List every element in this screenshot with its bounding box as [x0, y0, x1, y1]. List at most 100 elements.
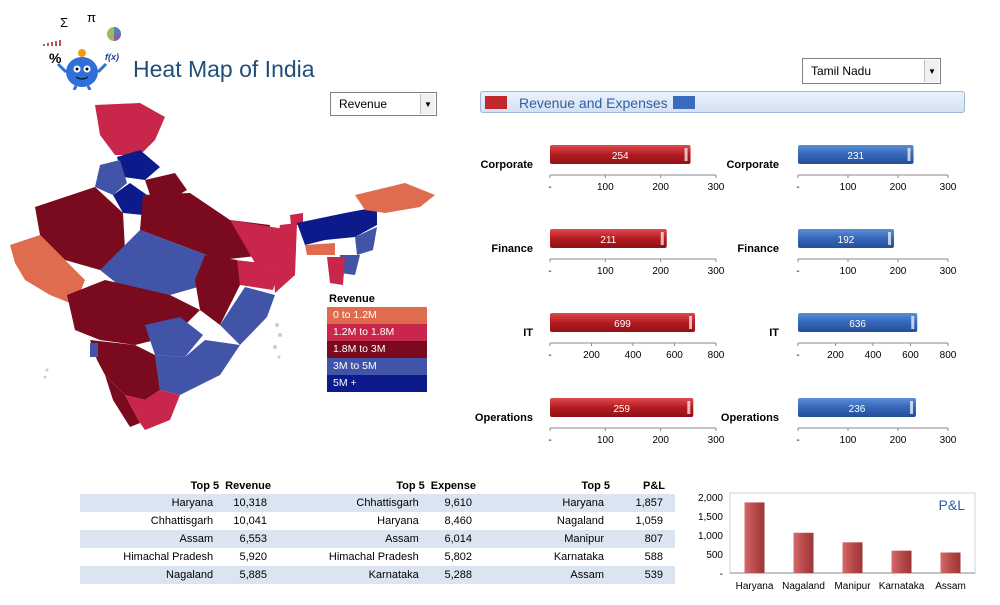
- data-label: 231: [847, 151, 864, 162]
- chevron-down-icon[interactable]: ▼: [924, 60, 939, 82]
- logo: Σ π % f(x): [40, 10, 130, 90]
- tick-label: -: [548, 266, 551, 277]
- map-region-goa[interactable]: [90, 343, 98, 357]
- chevron-down-icon[interactable]: ▼: [420, 94, 435, 114]
- revenue-swatch: [485, 96, 507, 109]
- map-region-rajasthan[interactable]: [35, 187, 125, 270]
- map-region-kerala[interactable]: [105, 375, 140, 427]
- tick-label: 400: [865, 350, 882, 361]
- map-region-manipur[interactable]: [340, 255, 360, 275]
- legend-item: 1.2M to 1.8M: [327, 324, 427, 341]
- tick-label: 200: [583, 350, 600, 361]
- bar: [798, 398, 916, 417]
- tick-label: 200: [652, 182, 669, 193]
- map-region-sikkim[interactable]: [290, 213, 303, 225]
- col-header: Top 5: [581, 479, 610, 492]
- state-dropdown[interactable]: Tamil Nadu ▼: [802, 58, 941, 84]
- map-region-jk[interactable]: [95, 103, 165, 155]
- table-row: Assam 539: [480, 566, 675, 584]
- tick-label: 100: [597, 266, 614, 277]
- fx-symbol: f(x): [105, 52, 119, 62]
- table-row: Nagaland 1,059: [556, 515, 663, 527]
- tick-label: 200: [652, 266, 669, 277]
- data-label: 211: [600, 235, 616, 246]
- table-row: Karnataka 5,288: [275, 566, 480, 584]
- sigma-symbol: Σ: [60, 15, 69, 30]
- bar-highlight: [687, 401, 691, 414]
- category-label: IT: [769, 327, 779, 339]
- map-region-karnataka[interactable]: [90, 340, 160, 400]
- category-label: Haryana: [736, 581, 774, 592]
- map-region-haryana[interactable]: [113, 183, 147, 215]
- map-region-andhra[interactable]: [155, 340, 240, 395]
- category-label: Finance: [737, 243, 779, 255]
- map-region-mp[interactable]: [100, 230, 220, 295]
- category-label: Manipur: [834, 581, 871, 592]
- bar: [550, 398, 694, 417]
- legend-item: 0 to 1.2M: [327, 307, 427, 324]
- legend-item: 5M +: [327, 375, 427, 392]
- bar: [798, 313, 918, 332]
- map-region-tripura[interactable]: [327, 257, 345, 285]
- table-row: Himachal Pradesh 5,920: [123, 551, 267, 563]
- tick-label: -: [796, 350, 799, 361]
- tick-label: 100: [840, 182, 857, 193]
- table-row: Manipur 807: [480, 530, 675, 548]
- col-header: P&L: [643, 479, 665, 492]
- top5-expense-table: Top 5 Expense Chhattisgarh 9,610 Haryana 8,…: [275, 477, 480, 584]
- tick-label: 600: [666, 350, 683, 361]
- mascot-icon: [43, 27, 121, 90]
- data-label: 192: [838, 235, 855, 246]
- table-row: Himachal Pradesh 5,802: [328, 551, 472, 563]
- data-label: 254: [612, 151, 629, 162]
- tick-label: 300: [940, 182, 957, 193]
- category-label: Corporate: [726, 159, 779, 171]
- map-region-odisha[interactable]: [220, 287, 275, 345]
- map-region-up[interactable]: [140, 193, 270, 260]
- tick-label: 600: [902, 350, 919, 361]
- chart-title: P&L: [939, 497, 966, 513]
- map-region-jharkhand[interactable]: [235, 260, 280, 290]
- bar: [550, 313, 696, 332]
- col-header: Revenue: [225, 479, 271, 492]
- tick-label: 200: [652, 435, 669, 446]
- table-row: Chhattisgarh 9,610: [275, 494, 480, 512]
- metric-dropdown[interactable]: Revenue ▼: [330, 92, 437, 116]
- tick-label: 100: [597, 435, 614, 446]
- map-region-arunachal[interactable]: [355, 183, 435, 213]
- tick-label: 200: [890, 182, 907, 193]
- category-label: Operations: [475, 412, 533, 424]
- map-region-gujarat[interactable]: [10, 235, 85, 305]
- data-label: 699: [614, 319, 631, 330]
- map-region-telangana[interactable]: [145, 317, 203, 357]
- col-header: Top 5: [396, 479, 425, 492]
- tick-label: 100: [840, 266, 857, 277]
- tick-label: 200: [890, 266, 907, 277]
- bar: [798, 145, 914, 164]
- map-region-punjab[interactable]: [95, 160, 127, 195]
- table-row: Haryana 10,318: [80, 494, 275, 512]
- map-region-tamilnadu[interactable]: [125, 390, 180, 430]
- tick-label: -: [720, 569, 723, 580]
- map-region-ne-assam[interactable]: [297, 207, 377, 245]
- map-region-hp[interactable]: [117, 150, 160, 180]
- tick-label: 300: [940, 266, 957, 277]
- top5-pnl-table: Top 5 P&L Haryana 1,857 Nagaland 1,059 Mani…: [480, 477, 675, 584]
- map-region-chhattisgarh[interactable]: [195, 255, 240, 325]
- page-title: Heat Map of India: [133, 56, 315, 82]
- bar-highlight: [910, 401, 913, 414]
- category-label: Assam: [935, 581, 966, 592]
- map-region-nagaland[interactable]: [355, 227, 377, 255]
- tick-label: 500: [706, 550, 723, 561]
- metric-dropdown-value: Revenue: [339, 97, 388, 111]
- tick-label: 100: [840, 435, 857, 446]
- tick-label: -: [796, 182, 799, 193]
- bar-highlight: [911, 316, 915, 329]
- india-map[interactable]: [5, 95, 435, 430]
- category-label: Nagaland: [782, 581, 825, 592]
- map-region-wb[interactable]: [273, 223, 297, 293]
- top5-revenue-table: Top 5 Revenue Haryana 10,318 Chhattisgarh 1…: [80, 477, 275, 584]
- map-region-meghalaya[interactable]: [305, 243, 335, 255]
- table-row: Haryana 8,460: [377, 515, 472, 527]
